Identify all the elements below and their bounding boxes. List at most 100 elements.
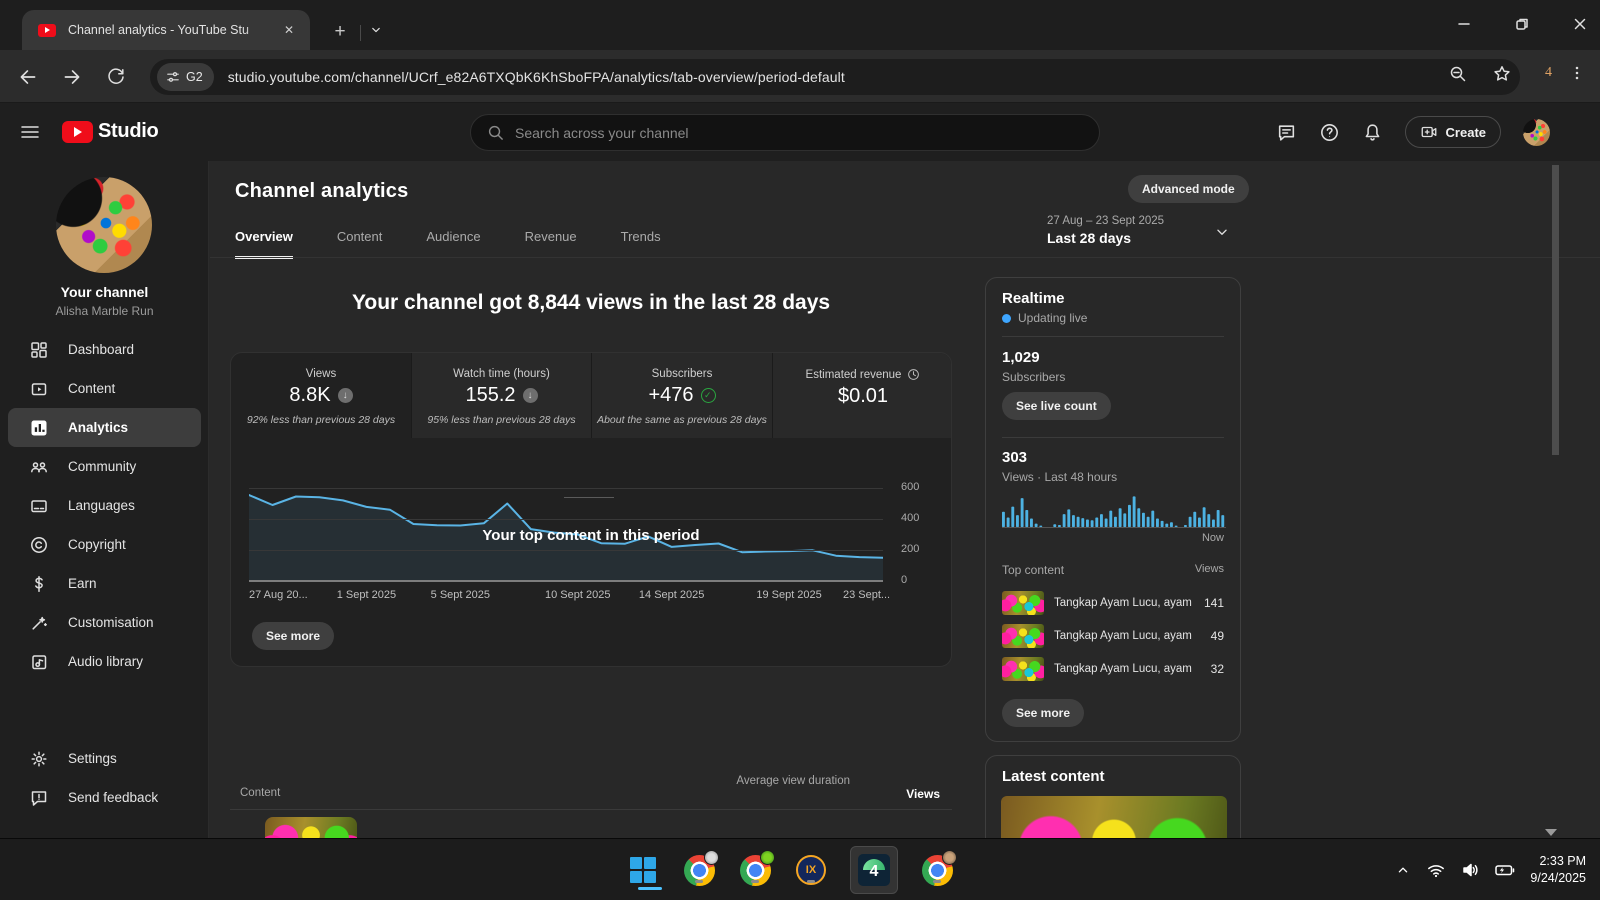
scrollbar-down-arrow[interactable] xyxy=(1545,829,1557,836)
window-restore-button[interactable] xyxy=(1510,12,1534,36)
active-app-number: 4 xyxy=(869,863,879,880)
sidebar-item-copyright[interactable]: Copyright xyxy=(0,525,209,564)
volume-icon[interactable] xyxy=(1460,860,1480,880)
views-line-chart[interactable] xyxy=(249,481,883,582)
browser-tab[interactable]: Channel analytics - YouTube Stu ✕ xyxy=(22,10,310,50)
metric-value: 155.2 xyxy=(465,384,516,406)
column-views[interactable]: Views xyxy=(906,787,940,801)
gridline xyxy=(249,488,883,489)
column-average-view-duration[interactable]: Average view duration xyxy=(736,775,850,787)
search-input[interactable] xyxy=(515,124,1035,141)
feedback-icon[interactable] xyxy=(1276,122,1297,143)
latest-video-thumbnail[interactable] xyxy=(1001,796,1227,838)
sidebar-item-languages[interactable]: Languages xyxy=(0,486,209,525)
channel-search-bar[interactable] xyxy=(470,114,1100,151)
sidebar-item-analytics[interactable]: Analytics xyxy=(8,408,201,447)
profile-badge xyxy=(704,850,719,865)
realtime-views-label: Views · Last 48 hours xyxy=(1002,470,1118,484)
sidebar-item-send-feedback[interactable]: Send feedback xyxy=(0,778,209,817)
zoom-icon[interactable] xyxy=(1448,64,1468,84)
sidebar-item-community[interactable]: Community xyxy=(0,447,209,486)
sidebar-item-label: Settings xyxy=(68,751,117,766)
x-tick: 5 Sept 2025 xyxy=(430,589,490,601)
back-button[interactable] xyxy=(15,64,41,90)
realtime-see-more-button[interactable]: See more xyxy=(1002,699,1085,727)
site-settings-chip[interactable]: G2 xyxy=(157,62,214,91)
reload-button[interactable] xyxy=(103,64,129,90)
sidebar-item-customisation[interactable]: Customisation xyxy=(0,603,209,642)
studio-logo[interactable]: Studio xyxy=(62,120,159,143)
top-content-row[interactable]: Tangkap Ayam Lucu, ayam … 49 xyxy=(1002,623,1224,649)
address-bar[interactable]: G2 studio.youtube.com/channel/UCrf_e82A6… xyxy=(150,58,1520,95)
running-indicator-active xyxy=(638,887,662,890)
window-minimize-button[interactable] xyxy=(1452,12,1476,36)
sidebar-item-audio-library[interactable]: Audio library xyxy=(0,642,209,681)
sidebar-item-earn[interactable]: Earn xyxy=(0,564,209,603)
active-app-button[interactable]: 4 xyxy=(638,846,898,894)
sidebar-item-content[interactable]: Content xyxy=(0,369,209,408)
chrome-profile1-icon[interactable] xyxy=(682,850,719,887)
bookmark-star-icon[interactable] xyxy=(1492,64,1512,84)
sidebar-item-dashboard[interactable]: Dashboard xyxy=(0,330,209,369)
advanced-mode-button[interactable]: Advanced mode xyxy=(1128,175,1249,203)
channel-avatar[interactable] xyxy=(56,177,152,273)
sidebar-item-label: Analytics xyxy=(68,420,129,435)
window-close-button[interactable] xyxy=(1568,12,1592,36)
metric-note: 95% less than previous 28 days xyxy=(427,414,576,426)
hamburger-menu-icon[interactable] xyxy=(18,120,42,144)
bar-chart-baseline xyxy=(1002,527,1226,528)
notifications-bell-icon[interactable] xyxy=(1362,122,1383,143)
see-more-button[interactable]: See more xyxy=(252,622,335,650)
tab-audience[interactable]: Audience xyxy=(426,229,481,244)
metric-value: 8.8K xyxy=(289,384,331,406)
top-content-row[interactable]: Tangkap Ayam Lucu, ayam … 32 xyxy=(1002,656,1224,682)
top-content-row[interactable]: Tangkap Ayam Lucu, ayam … 141 xyxy=(1002,590,1224,616)
new-tab-button[interactable]: + xyxy=(334,21,346,42)
youtube-logo-icon xyxy=(62,120,93,143)
date-chevron-down-icon[interactable] xyxy=(1213,223,1231,241)
tab-content[interactable]: Content xyxy=(336,229,383,244)
forward-button[interactable] xyxy=(59,64,85,90)
customisation-wand-icon xyxy=(29,613,49,633)
now-label: Now xyxy=(1201,532,1224,544)
video-thumbnail[interactable] xyxy=(265,817,357,838)
realtime-bar-chart[interactable] xyxy=(1002,491,1226,527)
taskbar-clock[interactable]: 2:33 PM 9/24/2025 xyxy=(1530,853,1586,887)
sidebar-item-settings[interactable]: Settings xyxy=(0,739,209,778)
tab-revenue[interactable]: Revenue xyxy=(524,229,577,244)
date-range-picker[interactable]: 27 Aug – 23 Sept 2025 Last 28 days xyxy=(1047,215,1217,246)
metric-watch-time[interactable]: Watch time (hours) 155.2 95% less than p… xyxy=(411,353,591,438)
column-content[interactable]: Content xyxy=(240,787,281,799)
scrollbar-thumb[interactable] xyxy=(1552,165,1559,455)
create-button[interactable]: Create xyxy=(1404,116,1501,148)
metric-note: 92% less than previous 28 days xyxy=(246,414,396,426)
realtime-subscribers-label: Subscribers xyxy=(1002,370,1066,384)
see-live-count-button[interactable]: See live count xyxy=(1002,392,1111,420)
tray-chevron-up-icon[interactable] xyxy=(1394,861,1412,879)
wifi-icon[interactable] xyxy=(1426,860,1446,880)
search-icon xyxy=(488,125,503,140)
ix-app-icon[interactable]: IX xyxy=(794,853,828,887)
chrome-profile3-icon[interactable] xyxy=(920,850,957,887)
browser-menu-icon[interactable] xyxy=(1568,64,1586,82)
account-avatar[interactable] xyxy=(1523,118,1550,146)
video-views: 49 xyxy=(1210,629,1224,643)
tab-search-chevron-icon[interactable] xyxy=(368,22,384,38)
tab-close-icon[interactable]: ✕ xyxy=(283,23,295,37)
metric-estimated-revenue[interactable]: Estimated revenue $0.01 xyxy=(772,353,951,438)
key-metrics-card: Views 8.8K 92% less than previous 28 day… xyxy=(230,352,952,667)
help-icon[interactable] xyxy=(1319,122,1340,143)
section-divider xyxy=(564,497,614,498)
update-badge[interactable]: 4 xyxy=(1545,65,1552,80)
your-channel-label: Your channel xyxy=(60,284,149,300)
metric-views[interactable]: Views 8.8K 92% less than previous 28 day… xyxy=(231,353,411,438)
battery-icon[interactable] xyxy=(1494,860,1516,880)
video-title: Tangkap Ayam Lucu, ayam … xyxy=(1054,630,1194,642)
tab-overview[interactable]: Overview xyxy=(235,229,293,259)
start-button[interactable] xyxy=(626,853,660,887)
chrome-profile2-icon[interactable] xyxy=(738,850,775,887)
metric-subscribers[interactable]: Subscribers +476 About the same as previ… xyxy=(591,353,772,438)
sidebar-item-label: Languages xyxy=(68,498,135,513)
metric-label: Watch time (hours) xyxy=(453,368,550,380)
tab-trends[interactable]: Trends xyxy=(620,229,661,244)
